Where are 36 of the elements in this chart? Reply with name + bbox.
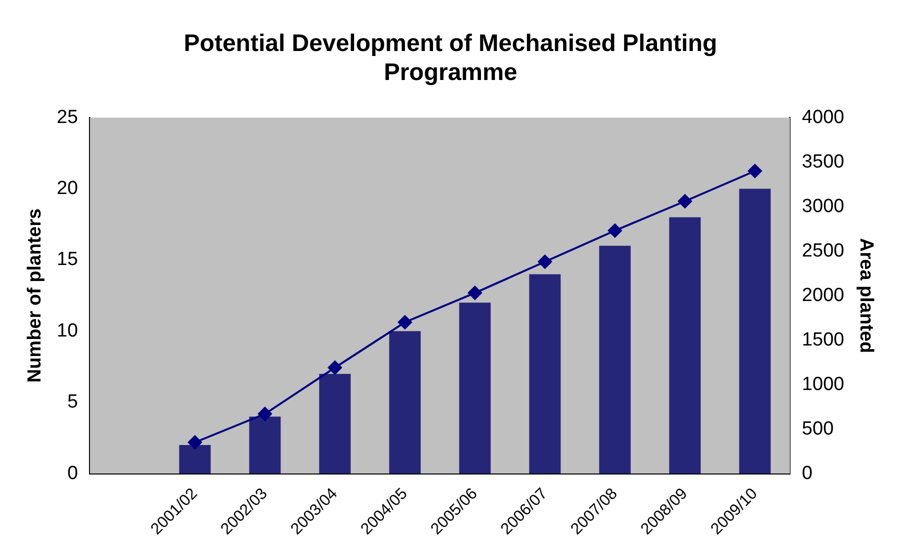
chart-title: Potential Development of Mechanised Planting Programme [184,30,718,86]
y-axis-title: Number of planters [24,208,46,383]
bar [739,188,771,474]
y2-tick-label: 3500 [802,151,844,172]
y2-tick-label: 2000 [802,284,844,306]
y2-tick-label: 2500 [802,240,844,262]
point [328,360,342,375]
y2-tick-label: 1500 [802,329,844,350]
y2-axis-title: Area planted [855,238,876,354]
y-tick-label: 10 [56,320,78,342]
y-tick-label: 0 [67,462,78,484]
bar [389,331,421,474]
point [608,224,622,238]
y2-tick-label: 3000 [802,196,844,217]
point [398,315,412,330]
bar [179,445,211,474]
y2-tick-label: 0 [802,462,813,484]
y2-tick-label: 500 [802,418,834,440]
point [258,406,272,421]
y-tick-label: 5 [67,392,78,413]
point [678,194,692,208]
bar [319,374,351,474]
point [748,164,762,178]
bar [669,217,701,474]
y2-tick-label: 1000 [802,374,844,395]
point [538,254,552,269]
y2-tick-label: 4000 [802,106,844,128]
point [188,435,202,450]
bar [529,274,561,474]
y-tick-label: 15 [56,249,78,270]
y-tick-label: 20 [56,178,78,200]
bar [599,246,631,474]
bar [249,416,281,474]
bar [459,302,491,474]
y-tick-label: 25 [56,106,78,128]
point [468,286,482,300]
